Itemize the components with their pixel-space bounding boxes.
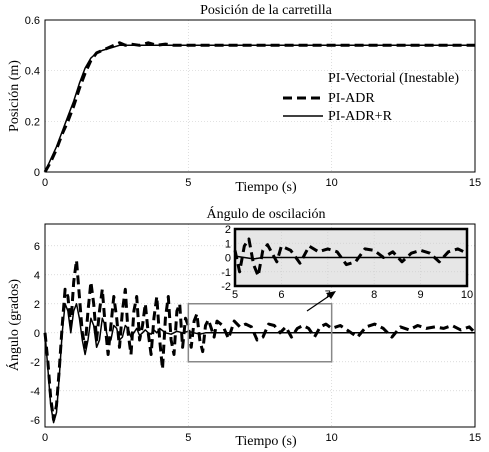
y-tick-label: 4 — [34, 270, 40, 282]
chart-title: Ángulo de oscilación — [207, 205, 326, 222]
x-tick-label: 10 — [326, 177, 338, 189]
y-tick-label: 1 — [225, 238, 231, 250]
x-tick-label: 10 — [326, 432, 338, 444]
y-tick-label: 0 — [34, 328, 40, 340]
plot-frame — [44, 223, 476, 428]
x-tick-label: 9 — [418, 289, 424, 301]
y-tick-label: -2 — [30, 357, 40, 369]
x-axis-label: Tiempo (s) — [235, 434, 297, 449]
y-tick-label: 0.4 — [25, 66, 40, 78]
inset-grid — [235, 229, 467, 286]
position-chart: Posición de la carretilla 0 5 10 1500.20.40… — [7, 3, 481, 195]
x-tick-label: 6 — [278, 289, 284, 301]
y-tick-label: 0.2 — [25, 116, 40, 128]
x-tick-label: 15 — [469, 177, 481, 189]
x-axis-label: Tiempo (s) — [235, 180, 297, 195]
y-tick-label: -6 — [30, 415, 40, 427]
x-tick-label: 10 — [461, 289, 473, 301]
y-tick-label: 0 — [34, 167, 40, 179]
legend: PI-Vectorial (Inestable) PI-ADR PI-ADR+R — [283, 71, 459, 124]
inset-frame — [233, 227, 469, 288]
tick-labels: 0 5 10 15 0 0.2 0.4 0.6 — [25, 15, 481, 189]
y-tick-label: 2 — [225, 224, 231, 236]
series-line-pi-adr — [43, 41, 475, 173]
series-line-pi-adr — [233, 237, 468, 278]
x-tick-label: 5 — [185, 177, 191, 189]
y-tick-label: 6 — [34, 241, 40, 253]
y-axis-label: Ángulo (grados) — [5, 279, 22, 371]
y-axis-label: Posición (m) — [7, 60, 22, 132]
series-lines — [43, 41, 475, 173]
y-tick-label: -4 — [30, 386, 40, 398]
y-tick-label: 2 — [34, 299, 40, 311]
legend-label-3: PI-ADR+R — [328, 109, 393, 124]
zoom-arrow — [306, 291, 336, 312]
legend-label-2: PI-ADR — [328, 91, 375, 106]
x-tick-label: 0 — [42, 177, 48, 189]
grid — [45, 20, 475, 172]
y-tick-label: -2 — [221, 281, 231, 293]
series-line-pi-adr-r — [234, 255, 467, 260]
series-lines — [43, 258, 477, 424]
chart-title: Posición de la carretilla — [200, 3, 333, 18]
plot-frame — [44, 19, 476, 173]
inset-series-lines — [233, 237, 468, 278]
series-line-pi-adr-r — [44, 303, 475, 424]
x-tick-label: 5 — [185, 432, 191, 444]
series-line-pi-adr-r — [44, 44, 475, 173]
x-tick-label: 0 — [42, 432, 48, 444]
x-tick-label: 8 — [371, 289, 377, 301]
legend-label-1: PI-Vectorial (Inestable) — [328, 71, 459, 86]
y-tick-label: 0 — [225, 253, 231, 265]
x-tick-label: 5 — [232, 289, 238, 301]
y-tick-label: -1 — [221, 267, 231, 279]
x-tick-label: 15 — [469, 432, 481, 444]
y-tick-label: 0.6 — [25, 15, 40, 27]
zoom-region-box — [187, 303, 333, 363]
